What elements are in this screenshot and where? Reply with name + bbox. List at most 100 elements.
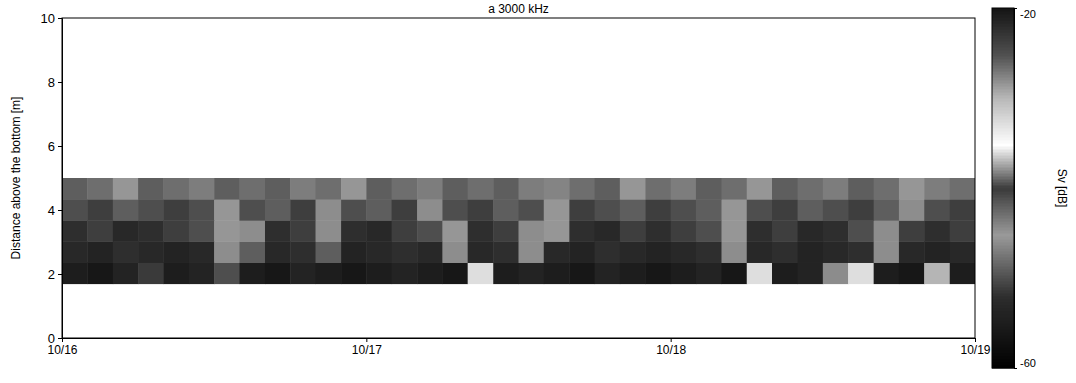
cells xyxy=(62,178,975,284)
colorbar-step xyxy=(992,89,1014,93)
cell xyxy=(163,220,189,242)
cell xyxy=(493,199,519,221)
colorbar-step xyxy=(992,287,1014,291)
colorbar-step xyxy=(992,263,1014,267)
cell xyxy=(874,199,900,221)
colorbar-step xyxy=(992,116,1014,120)
cell xyxy=(772,199,798,221)
colorbar-step xyxy=(992,305,1014,309)
cell xyxy=(87,199,113,221)
colorbar-step xyxy=(992,302,1014,306)
cell xyxy=(620,262,646,284)
cell xyxy=(747,178,773,200)
colorbar-step xyxy=(992,86,1014,90)
colorbar-step xyxy=(992,101,1014,105)
colorbar-step xyxy=(992,32,1014,36)
y-tick-mark xyxy=(58,146,62,147)
cell xyxy=(417,262,443,284)
cell xyxy=(747,262,773,284)
cell xyxy=(544,241,570,263)
x-tick-label: 10/17 xyxy=(352,343,382,357)
cell xyxy=(442,262,468,284)
colorbar-step xyxy=(992,170,1014,174)
cell xyxy=(645,178,671,200)
y-axis: 0246810 xyxy=(41,11,63,346)
plot-frame xyxy=(62,18,975,338)
colorbar-step xyxy=(992,299,1014,303)
colorbar-step xyxy=(992,323,1014,327)
colorbar-step xyxy=(992,149,1014,153)
colorbar-step xyxy=(992,53,1014,57)
colorbar-step xyxy=(992,26,1014,30)
x-tick-mark xyxy=(975,338,976,342)
cell xyxy=(442,199,468,221)
x-tick: 10/19 xyxy=(960,338,990,357)
colorbar-step xyxy=(992,29,1014,33)
colorbar-step xyxy=(992,59,1014,63)
cell xyxy=(823,178,849,200)
colorbar-step xyxy=(992,179,1014,183)
colorbar-step xyxy=(992,320,1014,324)
colorbar-step xyxy=(992,152,1014,156)
colorbar-step xyxy=(992,176,1014,180)
cell xyxy=(671,220,697,242)
cell xyxy=(189,178,215,200)
cell xyxy=(950,178,975,200)
cell xyxy=(595,199,621,221)
cell xyxy=(214,220,240,242)
y-tick-label: 0 xyxy=(48,331,55,346)
cell xyxy=(214,262,240,284)
x-axis: 10/1610/1710/1810/19 xyxy=(47,338,990,357)
y-tick-mark xyxy=(58,274,62,275)
cell xyxy=(569,199,595,221)
cell xyxy=(823,262,849,284)
colorbar-step xyxy=(992,128,1014,132)
cell xyxy=(874,220,900,242)
cell xyxy=(747,220,773,242)
colorbar: -60-20 xyxy=(992,8,1036,369)
cell xyxy=(113,241,139,263)
colorbar-step xyxy=(992,281,1014,285)
cell xyxy=(163,262,189,284)
colorbar-step xyxy=(992,11,1014,15)
cell xyxy=(544,199,570,221)
colorbar-tick: -20 xyxy=(1014,8,1036,20)
cell xyxy=(519,262,545,284)
colorbar-step xyxy=(992,35,1014,39)
cell xyxy=(62,241,88,263)
cell xyxy=(696,262,722,284)
cell xyxy=(392,241,418,263)
cell xyxy=(417,178,443,200)
cell xyxy=(924,199,950,221)
cell xyxy=(544,262,570,284)
colorbar-step xyxy=(992,362,1014,366)
x-axis-line xyxy=(63,339,976,343)
cell xyxy=(595,262,621,284)
colorbar-step xyxy=(992,41,1014,45)
colorbar-step xyxy=(992,254,1014,258)
colorbar-axis-line xyxy=(1015,9,1018,369)
colorbar-step xyxy=(992,98,1014,102)
cell xyxy=(113,178,139,200)
cell xyxy=(113,262,139,284)
cell xyxy=(366,199,392,221)
y-tick-mark xyxy=(58,338,62,339)
colorbar-step xyxy=(992,257,1014,261)
cell xyxy=(214,178,240,200)
colorbar-tick-mark xyxy=(1014,368,1017,369)
colorbar-step xyxy=(992,269,1014,273)
colorbar-step xyxy=(992,167,1014,171)
colorbar-step xyxy=(992,218,1014,222)
colorbar-step xyxy=(992,347,1014,351)
cell xyxy=(366,220,392,242)
colorbar-step xyxy=(992,137,1014,141)
cell xyxy=(924,178,950,200)
cell xyxy=(544,220,570,242)
colorbar-step xyxy=(992,359,1014,363)
cell xyxy=(163,241,189,263)
colorbar-step xyxy=(992,194,1014,198)
colorbar-step xyxy=(992,251,1014,255)
cell xyxy=(721,178,747,200)
colorbar-step xyxy=(992,278,1014,282)
colorbar-step xyxy=(992,50,1014,54)
